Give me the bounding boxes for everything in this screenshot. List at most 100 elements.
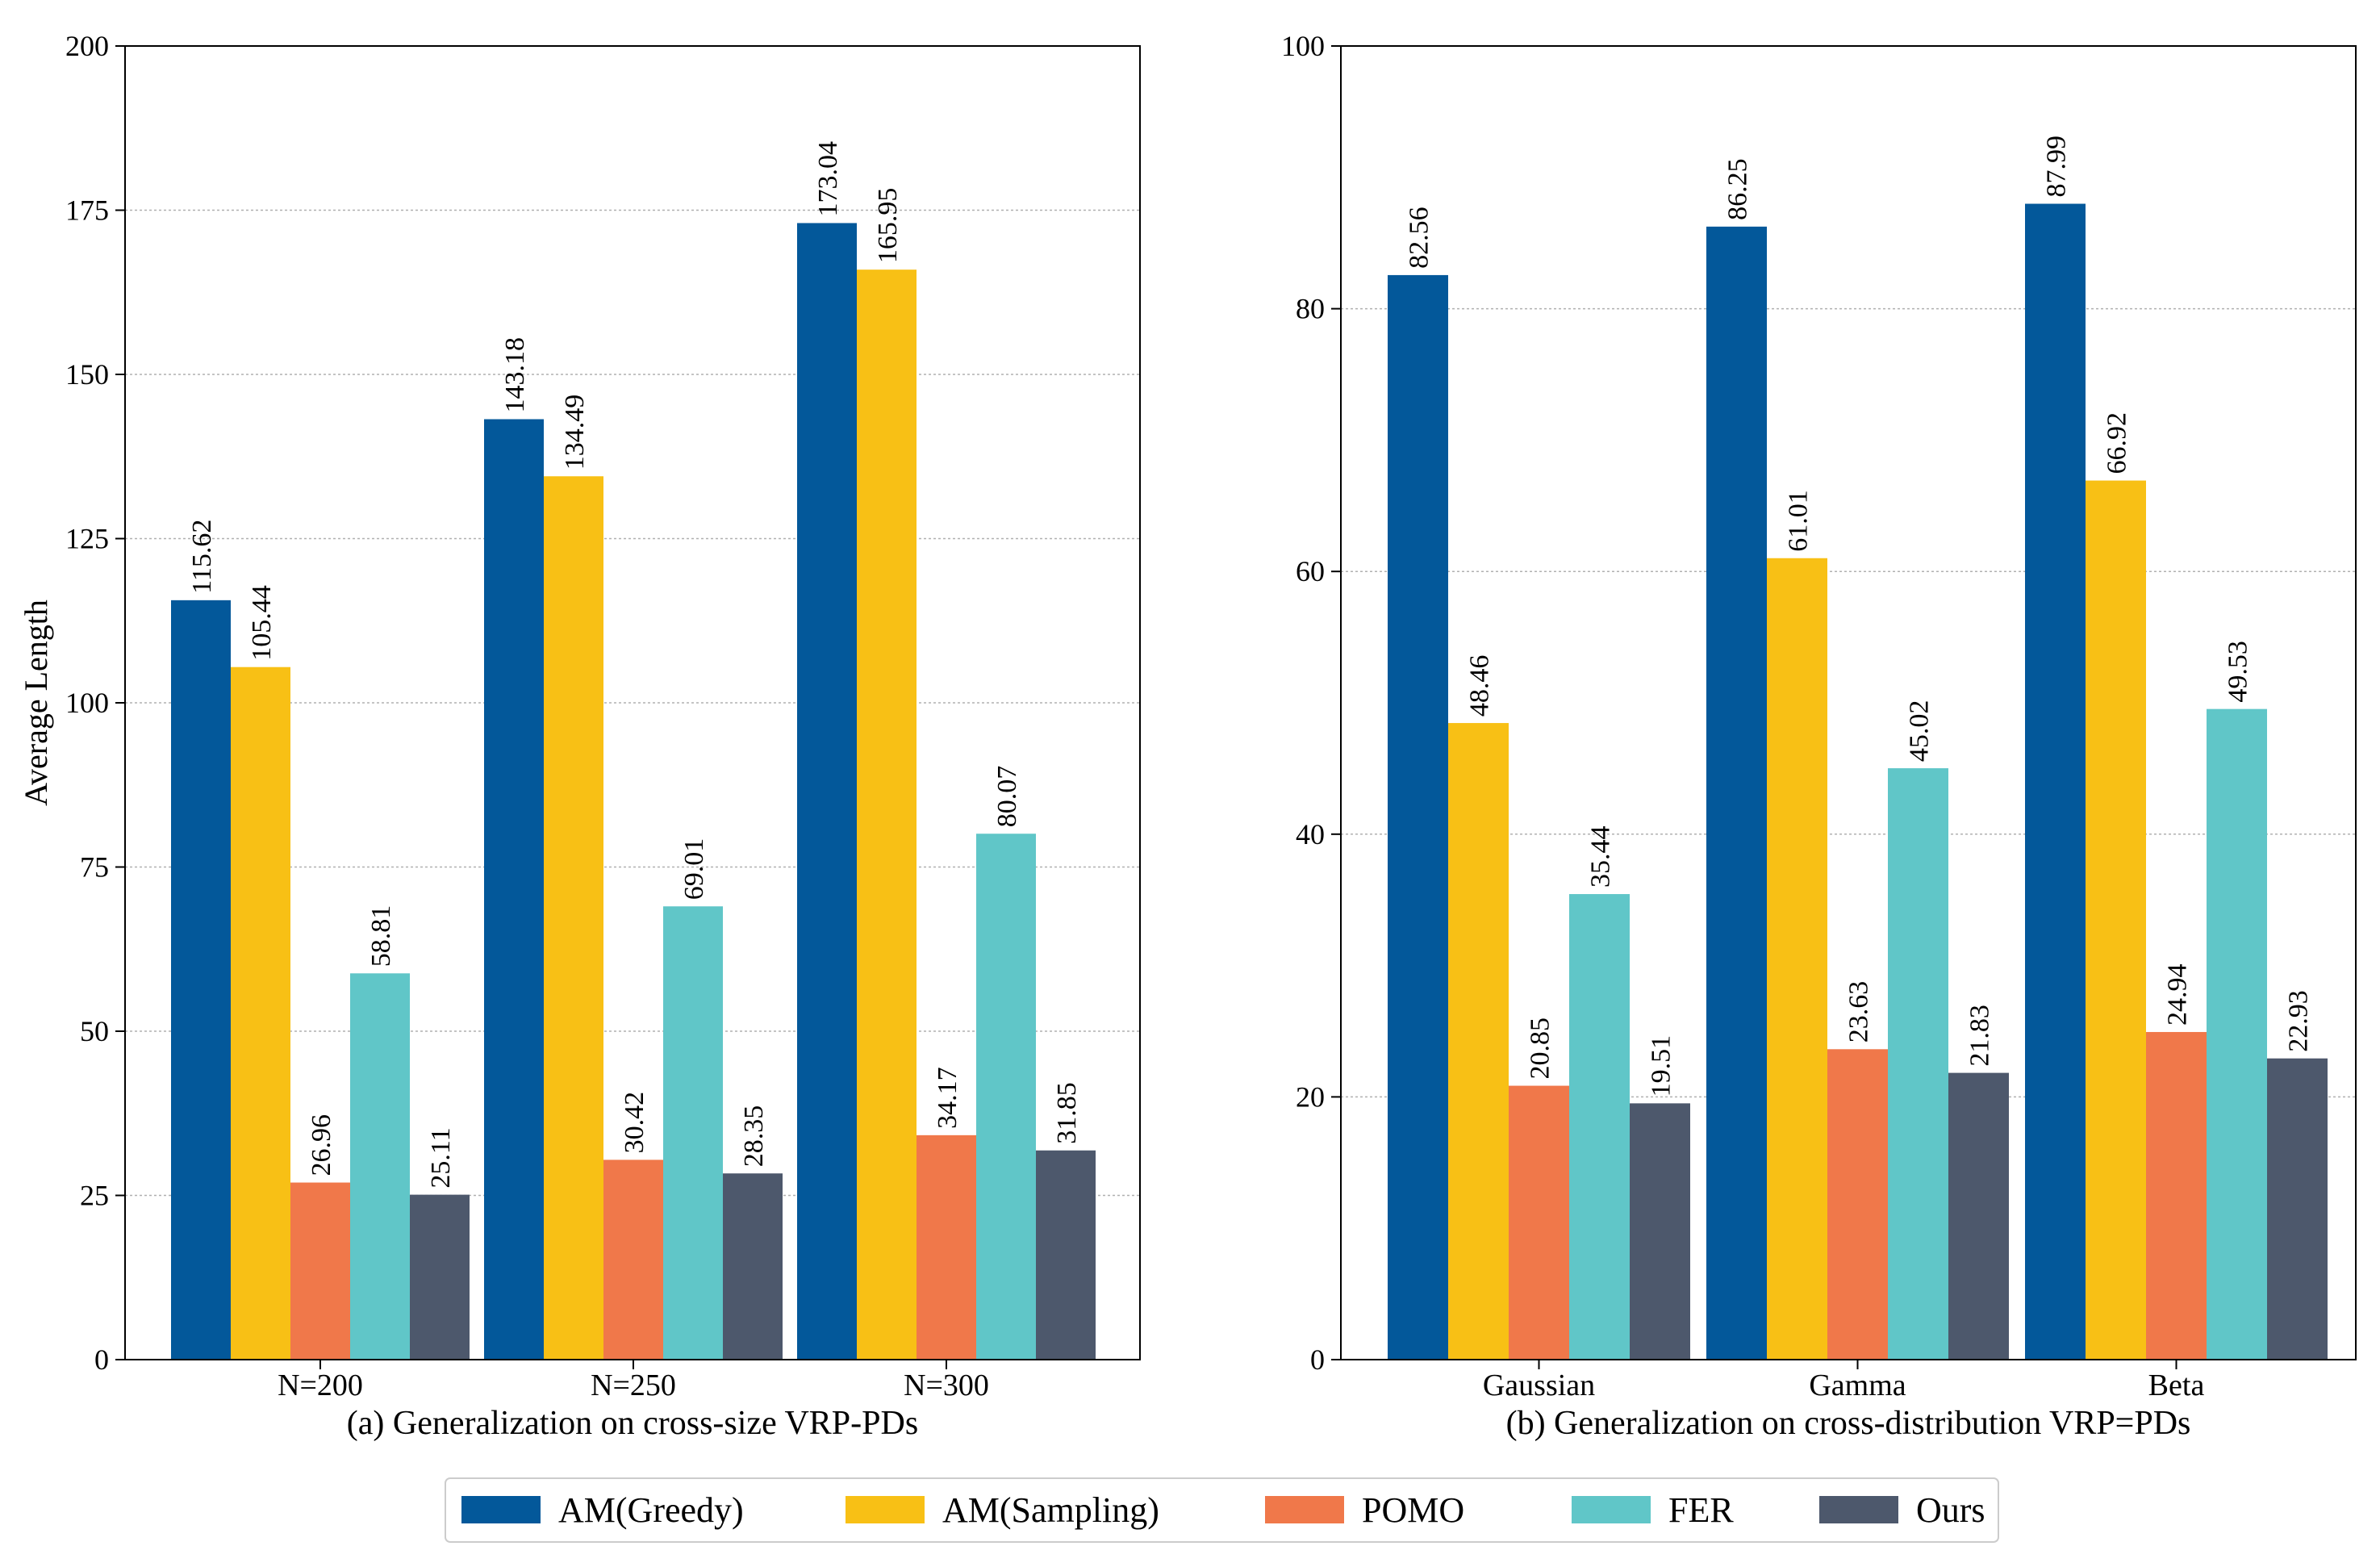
bar-value-label: 80.07 — [992, 766, 1022, 828]
bar-am-greedy-n-200 — [171, 600, 231, 1360]
bar-pomo-beta — [2146, 1031, 2207, 1360]
bar-ours-n-250 — [723, 1173, 783, 1360]
x-tick-label-gamma: Gamma — [1809, 1369, 1906, 1402]
y-tick-label: 20 — [1296, 1080, 1325, 1113]
y-tick-label: 125 — [65, 523, 109, 555]
x-tick-label-n-200: N=200 — [278, 1369, 363, 1402]
bar-value-label: 173.04 — [813, 141, 843, 217]
bar-value-label: 115.62 — [187, 520, 217, 594]
y-tick-label: 100 — [65, 687, 109, 719]
bar-am-sampling-beta — [2086, 480, 2146, 1360]
panel-caption: (b) Generalization on cross-distribution… — [1506, 1405, 2191, 1442]
y-axis-title: Average Length — [18, 600, 54, 806]
bar-am-greedy-n-300 — [797, 223, 857, 1360]
x-tick-label-beta: Beta — [2148, 1369, 2205, 1402]
y-tick-label: 80 — [1296, 293, 1325, 325]
bar-am-sampling-n-250 — [544, 476, 603, 1360]
bar-am-greedy-n-250 — [484, 419, 544, 1360]
y-tick-label: 150 — [65, 358, 109, 391]
bar-value-label: 31.85 — [1052, 1082, 1082, 1144]
bar-ours-n-200 — [410, 1194, 470, 1360]
bar-ours-gamma — [1948, 1072, 2009, 1360]
bar-fer-n-250 — [663, 906, 723, 1360]
legend: AM(Greedy) AM(Sampling) POMO FER Ours — [445, 1477, 1999, 1543]
bar-value-label: 87.99 — [2042, 136, 2072, 198]
bar-value-label: 61.01 — [1784, 490, 1814, 552]
bar-value-label: 23.63 — [1844, 981, 1874, 1043]
bar-value-label: 82.56 — [1405, 207, 1434, 269]
bar-am-greedy-gamma — [1706, 226, 1767, 1360]
legend-label-ours: Ours — [1916, 1490, 1985, 1530]
bar-am-sampling-gaussian — [1448, 723, 1509, 1360]
y-tick-label: 0 — [94, 1343, 109, 1376]
bar-value-label: 24.94 — [2163, 963, 2193, 1026]
y-tick-label: 0 — [1310, 1343, 1325, 1376]
bar-value-label: 49.53 — [2223, 641, 2253, 703]
legend-swatch-ours — [1819, 1496, 1898, 1523]
bar-am-sampling-n-300 — [857, 270, 917, 1360]
bar-value-label: 19.51 — [1647, 1035, 1676, 1097]
bar-value-label: 66.92 — [2102, 412, 2132, 474]
bar-pomo-n-250 — [603, 1160, 663, 1360]
bar-value-label: 86.25 — [1723, 158, 1753, 220]
bar-value-label: 26.96 — [307, 1114, 336, 1176]
legend-label-fer: FER — [1668, 1490, 1734, 1530]
bar-value-label: 30.42 — [620, 1092, 649, 1154]
bar-value-label: 143.18 — [500, 337, 530, 413]
bar-ours-n-300 — [1036, 1150, 1096, 1360]
bar-value-label: 28.35 — [739, 1105, 769, 1168]
legend-swatch-pomo — [1265, 1496, 1344, 1523]
bar-am-greedy-gaussian — [1388, 274, 1448, 1360]
legend-label-am-greedy: AM(Greedy) — [558, 1490, 744, 1530]
legend-frame — [445, 1477, 1999, 1543]
x-tick-label-n-300: N=300 — [904, 1369, 989, 1402]
y-tick-label: 60 — [1296, 555, 1325, 587]
plot-frame — [1340, 45, 2357, 1360]
bar-value-label: 134.49 — [560, 395, 590, 470]
bar-pomo-n-300 — [917, 1135, 976, 1360]
bar-value-label: 35.44 — [1586, 826, 1616, 888]
bar-fer-n-300 — [976, 834, 1036, 1360]
legend-swatch-am-greedy — [461, 1496, 541, 1523]
bar-fer-gamma — [1888, 768, 1948, 1360]
bar-value-label: 48.46 — [1465, 655, 1495, 717]
y-tick-label: 175 — [65, 194, 109, 227]
x-tick-label-n-250: N=250 — [591, 1369, 676, 1402]
bar-value-label: 45.02 — [1905, 700, 1935, 763]
bar-value-label: 20.85 — [1526, 1018, 1555, 1080]
bar-pomo-gaussian — [1509, 1085, 1569, 1360]
bar-value-label: 22.93 — [2284, 990, 2314, 1052]
y-tick-label: 200 — [65, 30, 109, 62]
bar-ours-beta — [2267, 1058, 2328, 1360]
y-tick-label: 50 — [80, 1015, 109, 1047]
bar-value-label: 21.83 — [1965, 1005, 1995, 1067]
bar-value-label: 165.95 — [873, 188, 903, 264]
legend-swatch-am-sampling — [846, 1496, 925, 1523]
bar-am-sampling-n-200 — [231, 666, 290, 1360]
bar-fer-beta — [2207, 708, 2267, 1360]
bar-am-sampling-gamma — [1767, 558, 1827, 1360]
y-tick-label: 75 — [80, 851, 109, 884]
y-tick-label: 25 — [80, 1180, 109, 1212]
legend-label-am-sampling: AM(Sampling) — [942, 1490, 1159, 1530]
legend-label-pomo: POMO — [1362, 1490, 1464, 1530]
bar-ours-gaussian — [1630, 1103, 1690, 1360]
bar-pomo-n-200 — [290, 1182, 350, 1360]
bar-value-label: 58.81 — [366, 905, 396, 967]
bar-pomo-gamma — [1827, 1049, 1888, 1360]
bar-value-label: 69.01 — [679, 838, 709, 901]
chart-panel-b: 82.56 86.25 87.99 48.46 61.01 66.92 20.85 23.63… — [1281, 30, 2357, 1442]
bar-value-label: 25.11 — [426, 1127, 456, 1188]
y-tick-label: 100 — [1281, 30, 1325, 62]
x-tick-label-gaussian: Gaussian — [1483, 1369, 1595, 1402]
bar-am-greedy-beta — [2025, 203, 2086, 1360]
bar-fer-n-200 — [350, 973, 410, 1360]
bar-value-label: 105.44 — [247, 585, 277, 661]
panel-caption: (a) Generalization on cross-size VRP-PDs — [347, 1405, 918, 1442]
bar-value-label: 34.17 — [933, 1067, 962, 1129]
bar-fer-gaussian — [1569, 894, 1630, 1360]
chart-panel-a: 115.62 143.18 173.04 105.44 134.49 165.95 26.9… — [18, 30, 1141, 1442]
y-tick-label: 40 — [1296, 818, 1325, 850]
legend-swatch-fer — [1572, 1496, 1651, 1523]
